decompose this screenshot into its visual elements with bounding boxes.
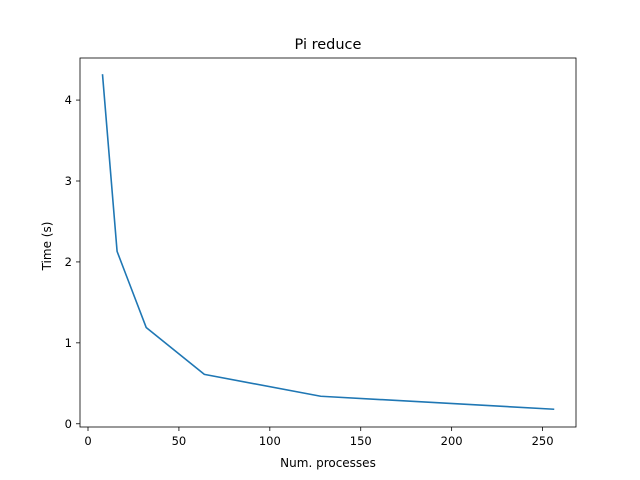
x-tick-label: 100 — [259, 434, 281, 448]
y-tick-label: 1 — [65, 336, 72, 350]
x-axis-label: Num. processes — [280, 456, 376, 470]
axes-frame — [79, 57, 577, 428]
x-tick-label: 0 — [84, 434, 91, 448]
series-line-0 — [101, 74, 555, 411]
y-axis-label: Time (s) — [40, 222, 54, 272]
x-tick-label: 50 — [172, 434, 187, 448]
axis-ticks: 0 50 100 150 200 250 0 1 2 3 4 — [65, 93, 554, 448]
y-tick-label: 2 — [65, 255, 72, 269]
plot-area — [79, 57, 577, 428]
y-tick-label: 3 — [65, 174, 72, 188]
y-tick-label: 4 — [65, 93, 72, 107]
x-tick-label: 200 — [441, 434, 463, 448]
x-tick-label: 250 — [532, 434, 554, 448]
x-tick-label: 150 — [350, 434, 372, 448]
y-tick-label: 0 — [65, 417, 72, 431]
chart-title: Pi reduce — [295, 37, 362, 53]
